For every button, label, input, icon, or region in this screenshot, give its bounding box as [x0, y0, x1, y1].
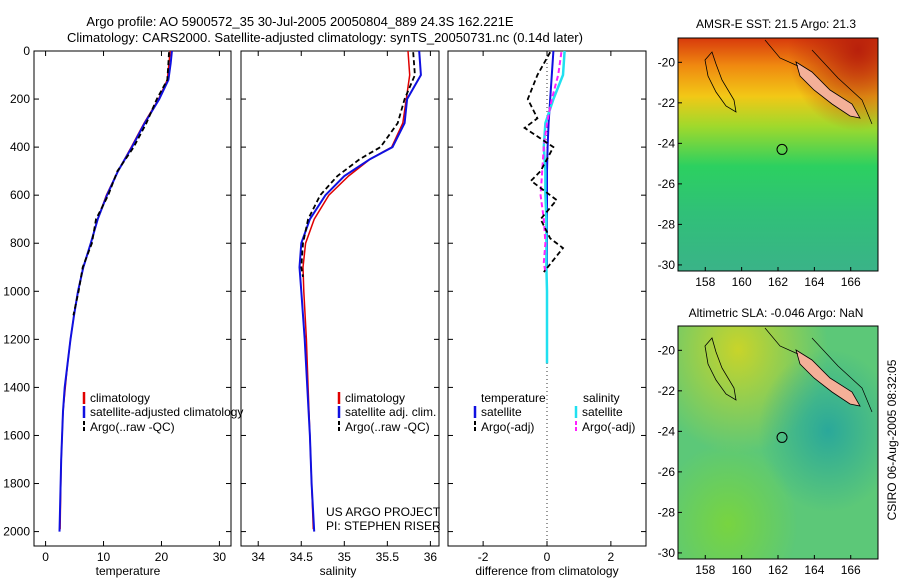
y-tick-label: 1800	[3, 477, 30, 491]
x-tick-label: 20	[155, 550, 169, 564]
lon-tick-label: 166	[841, 275, 861, 289]
y-tick-label: 1000	[3, 284, 30, 298]
project-note: US ARGO PROJECT	[326, 505, 441, 519]
series-argo-line	[72, 52, 170, 316]
legend-temp-satellite-label: satellite	[481, 405, 522, 419]
lon-tick-label: 162	[768, 563, 788, 577]
lat-tick-label: -22	[658, 384, 676, 398]
lon-tick-label: 158	[695, 563, 715, 577]
lat-tick-label: -24	[658, 424, 676, 438]
legend-sal-argo-label: Argo(-adj)	[582, 420, 635, 434]
legend-climatology-label: climatology	[345, 391, 405, 405]
difference-plot: -2 0 2	[448, 50, 646, 564]
sla-mid-patch	[678, 326, 878, 559]
y-tick-label: 200	[10, 92, 30, 106]
figure-title-line1: Argo profile: AO 5900572_35 30-Jul-2005 …	[86, 14, 514, 29]
lon-tick-label: 158	[695, 275, 715, 289]
float-position-marker	[776, 431, 788, 443]
lon-tick-label: 164	[804, 563, 824, 577]
legend-argo-label: Argo(..raw -QC)	[345, 420, 430, 434]
series-satellite-line	[58, 50, 173, 532]
lon-tick-label: 164	[804, 275, 824, 289]
sst-map-axes: 158 160 162 164 166 -20 -22 -24 -26 -28 -30	[658, 55, 861, 289]
lat-tick-label: -28	[658, 217, 676, 231]
y-tick-label: 0	[23, 44, 30, 58]
y-tick-label: 400	[10, 140, 30, 154]
coastline-contour	[704, 51, 737, 113]
legend-temp-argo-label: Argo(-adj)	[481, 420, 534, 434]
y-tick-label: 800	[10, 236, 30, 250]
figure-title-line2: Climatology: CARS2000. Satellite-adjuste…	[67, 30, 583, 45]
y-tick-label: 1600	[3, 428, 30, 442]
lat-tick-label: -20	[658, 343, 676, 357]
lat-tick-label: -24	[658, 136, 676, 150]
sla-map: 158 160 162 164 166 -20 -22 -24 -26 -28 -30	[658, 325, 879, 577]
legend-temperature-heading: temperature	[481, 391, 546, 405]
y-tick-label: 1400	[3, 380, 30, 394]
legend-sal-satellite-label: satellite	[582, 405, 623, 419]
series-sal-satellite-line	[542, 50, 566, 364]
coastline-contour	[704, 337, 737, 401]
x-tick-label: 0	[42, 550, 49, 564]
credit-stamp: CSIRO 06-Aug-2005 08:32:05	[885, 359, 899, 520]
lat-tick-label: -26	[658, 177, 676, 191]
temperature-panel	[33, 50, 232, 547]
lon-tick-label: 162	[768, 275, 788, 289]
lon-tick-label: 166	[841, 563, 861, 577]
x-tick-label: 10	[97, 550, 111, 564]
lat-tick-label: -28	[658, 505, 676, 519]
reef-contour	[764, 39, 873, 125]
lat-tick-label: -30	[658, 258, 676, 272]
sla-map-title: Altimetric SLA: -0.046 Argo: NaN	[689, 306, 864, 320]
x-tick-label: 2	[608, 550, 615, 564]
difference-legend: temperature salinity satellite Argo(-adj…	[473, 391, 635, 434]
new-caledonia-island	[795, 349, 861, 407]
x-tick-label: 34.5	[290, 550, 314, 564]
temperature-xlabel: temperature	[96, 564, 161, 578]
salinity-plot: 34 34.5 35 35.5 36	[241, 50, 439, 564]
pi-note: PI: STEPHEN RISER	[326, 519, 441, 533]
y-tick-label: 1200	[3, 332, 30, 346]
x-tick-label: 35	[338, 550, 352, 564]
reef-contour	[764, 327, 873, 413]
x-tick-label: -2	[478, 550, 489, 564]
lat-tick-label: -20	[658, 55, 676, 69]
lat-tick-label: -22	[658, 96, 676, 110]
legend-climatology-label: climatology	[90, 391, 150, 405]
lat-tick-label: -30	[658, 546, 676, 560]
sst-map-title: AMSR-E SST: 21.5 Argo: 21.3	[696, 17, 856, 31]
temperature-plot: 0 10 20 30 0 200 400 600 800 1000 1200 1400 1600 1800…	[3, 44, 231, 564]
legend-argo-label: Argo(..raw -QC)	[90, 420, 175, 434]
x-tick-label: 0	[544, 550, 551, 564]
temperature-legend: climatology satellite-adjusted climatolo…	[82, 391, 243, 434]
salinity-legend: climatology satellite adj. clim. Argo(..…	[326, 391, 441, 533]
lon-tick-label: 160	[732, 563, 752, 577]
y-tick-label: 600	[10, 188, 30, 202]
legend-satellite-label: satellite adj. clim.	[345, 405, 436, 419]
sst-map: 158 160 162 164 166 -20 -22 -24 -26 -28 -30	[658, 37, 879, 289]
series-temp-argo-line	[523, 51, 565, 273]
series-argo-line	[300, 52, 416, 278]
lon-tick-label: 160	[732, 275, 752, 289]
series-satellite-line	[298, 50, 422, 532]
difference-xlabel: difference from climatology	[475, 564, 618, 578]
new-caledonia-island	[795, 61, 861, 119]
legend-satellite-label: satellite-adjusted climatology	[90, 405, 243, 419]
x-tick-label: 35.5	[376, 550, 400, 564]
y-tick-label: 2000	[3, 525, 30, 539]
series-sal-argo-line	[539, 52, 563, 273]
x-tick-label: 36	[424, 550, 438, 564]
x-tick-label: 30	[213, 550, 227, 564]
float-position-marker	[776, 143, 788, 155]
sla-map-axes: 158 160 162 164 166 -20 -22 -24 -26 -28 -30	[658, 343, 861, 577]
x-tick-label: 34	[252, 550, 266, 564]
salinity-xlabel: salinity	[320, 564, 357, 578]
lat-tick-label: -26	[658, 465, 676, 479]
legend-salinity-heading: salinity	[583, 391, 620, 405]
salinity-panel	[240, 50, 440, 547]
sst-warm-patch	[678, 38, 878, 271]
